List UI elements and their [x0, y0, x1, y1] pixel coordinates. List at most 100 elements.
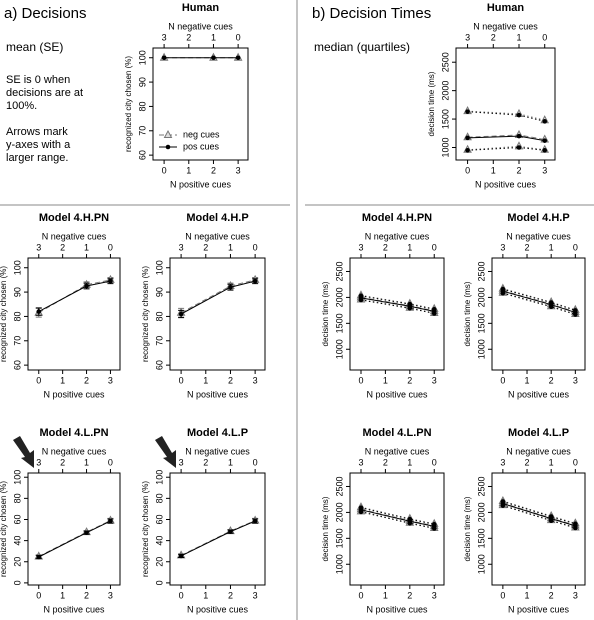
y-tick-label: 100 [154, 470, 164, 485]
y-tick-label: 2000 [476, 502, 486, 522]
chart-title: Human [182, 2, 220, 14]
x2-tick-label: 1 [211, 32, 216, 42]
x2-tick-label: 3 [179, 242, 184, 252]
legend-marker [163, 129, 173, 138]
data-point [178, 553, 184, 559]
y-tick-label: 60 [154, 360, 164, 370]
y-tick-label: 2000 [476, 287, 486, 307]
series-line [502, 290, 576, 313]
y-axis-title: recognized city chosen (%) [124, 56, 133, 152]
quartile-point [542, 148, 548, 153]
data-point [573, 310, 578, 315]
quartile-line [502, 288, 576, 311]
plot-frame [27, 257, 121, 371]
quartile-point [465, 148, 470, 153]
x2-tick-label: 3 [36, 457, 41, 467]
x-tick-label: 1 [186, 165, 191, 175]
x-tick-label: 1 [383, 375, 388, 385]
heading: a) Decisions [4, 5, 87, 22]
y-tick-label: 100 [12, 260, 22, 275]
data-point [431, 309, 437, 314]
note: 100%. [6, 100, 37, 112]
y-tick-label: 80 [154, 311, 164, 321]
plot-frame [455, 47, 556, 161]
data-point [500, 501, 506, 506]
quartile-line [502, 505, 576, 529]
y-tick-label: 2000 [440, 81, 450, 101]
stat-note: median (quartiles) [314, 40, 410, 54]
y-axis-title: recognized city chosen (%) [0, 481, 8, 577]
x-tick-label: 2 [228, 375, 233, 385]
x-tick-label: 0 [500, 590, 505, 600]
quartile-line [360, 294, 435, 310]
x-tick-label: 0 [465, 165, 470, 175]
x2-tick-label: 3 [36, 242, 41, 252]
x2-tick-label: 3 [162, 32, 167, 42]
y-tick-label: 2500 [440, 52, 450, 72]
x2-tick-label: 1 [407, 242, 412, 252]
y-tick-label: 40 [154, 536, 164, 546]
data-point [358, 295, 364, 301]
quartile-line [360, 510, 435, 529]
x-tick-label: 3 [432, 590, 437, 600]
quartile-line [467, 145, 545, 151]
y-tick-label: 2500 [334, 261, 344, 281]
x2-tick-label: 2 [60, 457, 65, 467]
y-tick-label: 0 [154, 580, 164, 585]
data-point [228, 529, 233, 534]
data-point [548, 302, 554, 307]
plot-frame [169, 472, 266, 586]
y-tick-label: 100 [12, 470, 22, 485]
x-tick-label: 1 [60, 590, 65, 600]
x-tick-label: 2 [407, 375, 412, 385]
data-point [548, 516, 554, 521]
x-tick-label: 0 [36, 375, 41, 385]
quartile-line [360, 507, 435, 525]
x-tick-label: 3 [432, 375, 437, 385]
plot-frame [349, 472, 445, 586]
x-tick-label: 2 [228, 590, 233, 600]
y-tick-label: 1000 [476, 339, 486, 359]
series-line [502, 502, 576, 526]
plot-frame [491, 472, 586, 586]
y-axis-title: decision time (ms) [321, 496, 330, 561]
x-tick-label: 1 [60, 375, 65, 385]
x-axis-title: N positive cues [43, 389, 105, 399]
chart-title: Model 4.H.P [186, 212, 248, 224]
data-point [573, 523, 578, 529]
x-tick-label: 3 [542, 165, 547, 175]
y-tick-label: 2500 [334, 476, 344, 496]
x2-tick-label: 2 [383, 242, 388, 252]
x2-tick-label: 0 [573, 457, 578, 467]
x2-tick-label: 2 [383, 457, 388, 467]
y-tick-label: 70 [12, 336, 22, 346]
x-tick-label: 2 [549, 375, 554, 385]
y-tick-label: 90 [137, 77, 147, 87]
series-line [360, 509, 435, 527]
quartile-line [502, 501, 576, 525]
data-point [36, 309, 42, 314]
data-point [252, 518, 258, 524]
y-tick-label: 70 [137, 126, 147, 136]
quartile-point [465, 109, 470, 114]
x-tick-label: 2 [211, 165, 216, 175]
x-tick-label: 0 [36, 590, 41, 600]
y-tick-label: 1000 [440, 137, 450, 157]
x-tick-label: 0 [358, 590, 363, 600]
x2-tick-label: 0 [108, 242, 113, 252]
x2-axis-title: N negative cues [365, 446, 430, 456]
x2-tick-label: 3 [465, 32, 470, 42]
x-tick-label: 1 [203, 590, 208, 600]
note: Arrows mark [6, 126, 68, 138]
quartile-line [360, 299, 435, 314]
series-line [180, 280, 256, 315]
quartile-line [360, 511, 435, 529]
y-tick-label: 1500 [440, 109, 450, 129]
chart-title: Model 4.H.PN [362, 212, 432, 224]
x-tick-label: 3 [253, 375, 258, 385]
series-line [38, 279, 111, 314]
x2-tick-label: 0 [432, 457, 437, 467]
data-point [178, 311, 184, 317]
x-tick-label: 1 [525, 590, 530, 600]
x2-tick-label: 2 [203, 457, 208, 467]
